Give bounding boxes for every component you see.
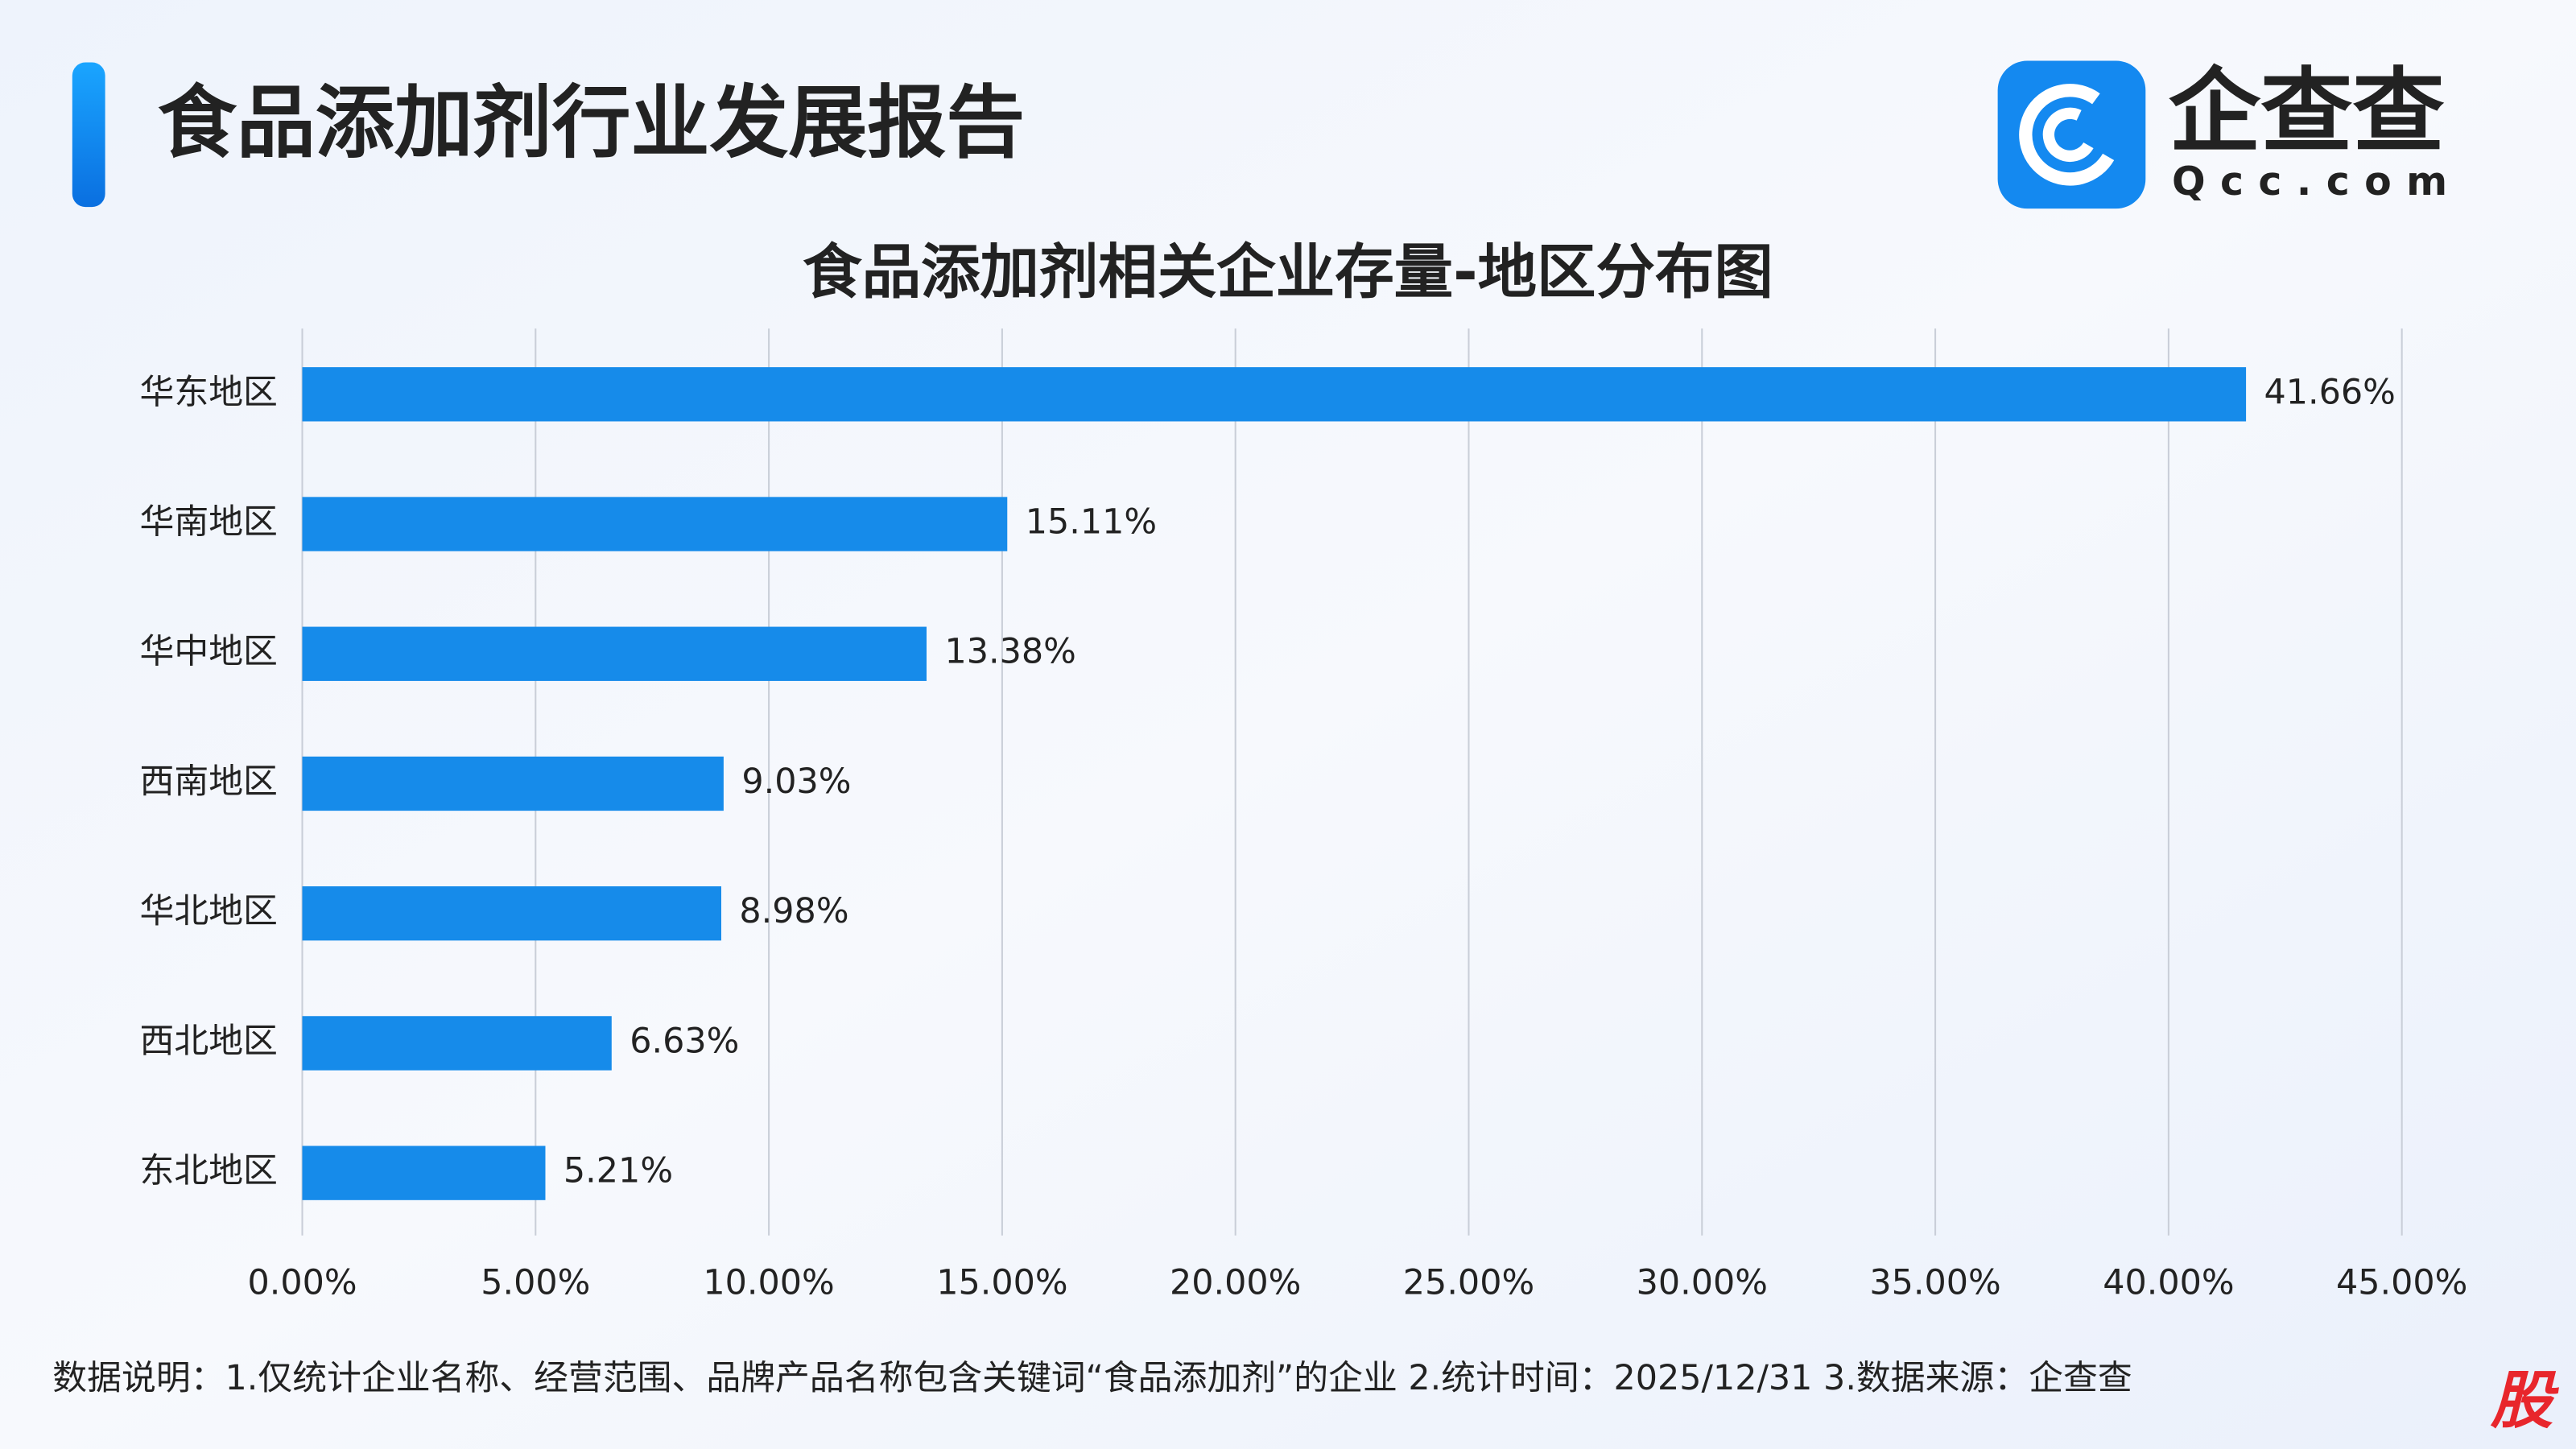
bar xyxy=(302,1016,612,1071)
plot-area: 0.00% 5.00% 10.00% 15.00% 20.00% 25.00% 30.00%… xyxy=(140,328,2467,1302)
value-label: 6.63% xyxy=(630,1021,739,1061)
logo-ring-inner xyxy=(2042,107,2098,163)
logo-icon xyxy=(1997,60,2146,209)
value-label: 8.98% xyxy=(739,891,848,931)
bar xyxy=(302,626,927,681)
x-tick-label: 20.00% xyxy=(1170,1262,1301,1302)
bar xyxy=(302,1146,546,1200)
bar xyxy=(302,497,1008,551)
logo-ring xyxy=(2019,84,2121,186)
x-tick-label: 35.00% xyxy=(1869,1262,2000,1302)
chart-title: 食品添加剂相关企业存量-地区分布图 xyxy=(803,238,1773,307)
logo-domain: Qcc.com xyxy=(2172,159,2462,204)
x-tick-label: 45.00% xyxy=(2336,1262,2467,1302)
x-tick-label: 30.00% xyxy=(1637,1262,1768,1302)
footnote: 数据说明：1.仅统计企业名称、经营范围、品牌产品名称包含关键词“食品添加剂”的企… xyxy=(52,1358,2132,1398)
y-tick-label: 华中地区 xyxy=(140,632,278,672)
x-tick-label: 10.00% xyxy=(703,1262,834,1302)
value-label: 41.66% xyxy=(2264,372,2396,412)
logo: 企查查 Qcc.com xyxy=(1997,58,2462,209)
logo-text: 企查查 xyxy=(2169,58,2445,165)
x-tick-label: 5.00% xyxy=(481,1262,590,1302)
page-title: 食品添加剂行业发展报告 xyxy=(158,77,1025,169)
x-tick-label: 25.00% xyxy=(1403,1262,1534,1302)
bar xyxy=(302,756,724,811)
y-tick-label: 西北地区 xyxy=(140,1021,278,1061)
bar xyxy=(302,886,721,941)
y-tick-label: 华东地区 xyxy=(140,372,278,412)
value-label: 9.03% xyxy=(741,762,851,802)
x-tick-label: 0.00% xyxy=(247,1262,357,1302)
y-tick-label: 西南地区 xyxy=(140,762,278,802)
bar xyxy=(302,367,2247,422)
watermark: 股 xyxy=(2490,1364,2560,1437)
x-tick-label: 15.00% xyxy=(936,1262,1067,1302)
x-tick-label: 40.00% xyxy=(2103,1262,2234,1302)
value-label: 13.38% xyxy=(944,632,1075,672)
y-tick-label: 东北地区 xyxy=(140,1151,278,1191)
value-label: 15.11% xyxy=(1026,502,1157,543)
y-tick-label: 华南地区 xyxy=(140,502,278,543)
value-label: 5.21% xyxy=(564,1151,673,1191)
y-tick-label: 华北地区 xyxy=(140,891,278,931)
title-accent xyxy=(72,62,105,208)
